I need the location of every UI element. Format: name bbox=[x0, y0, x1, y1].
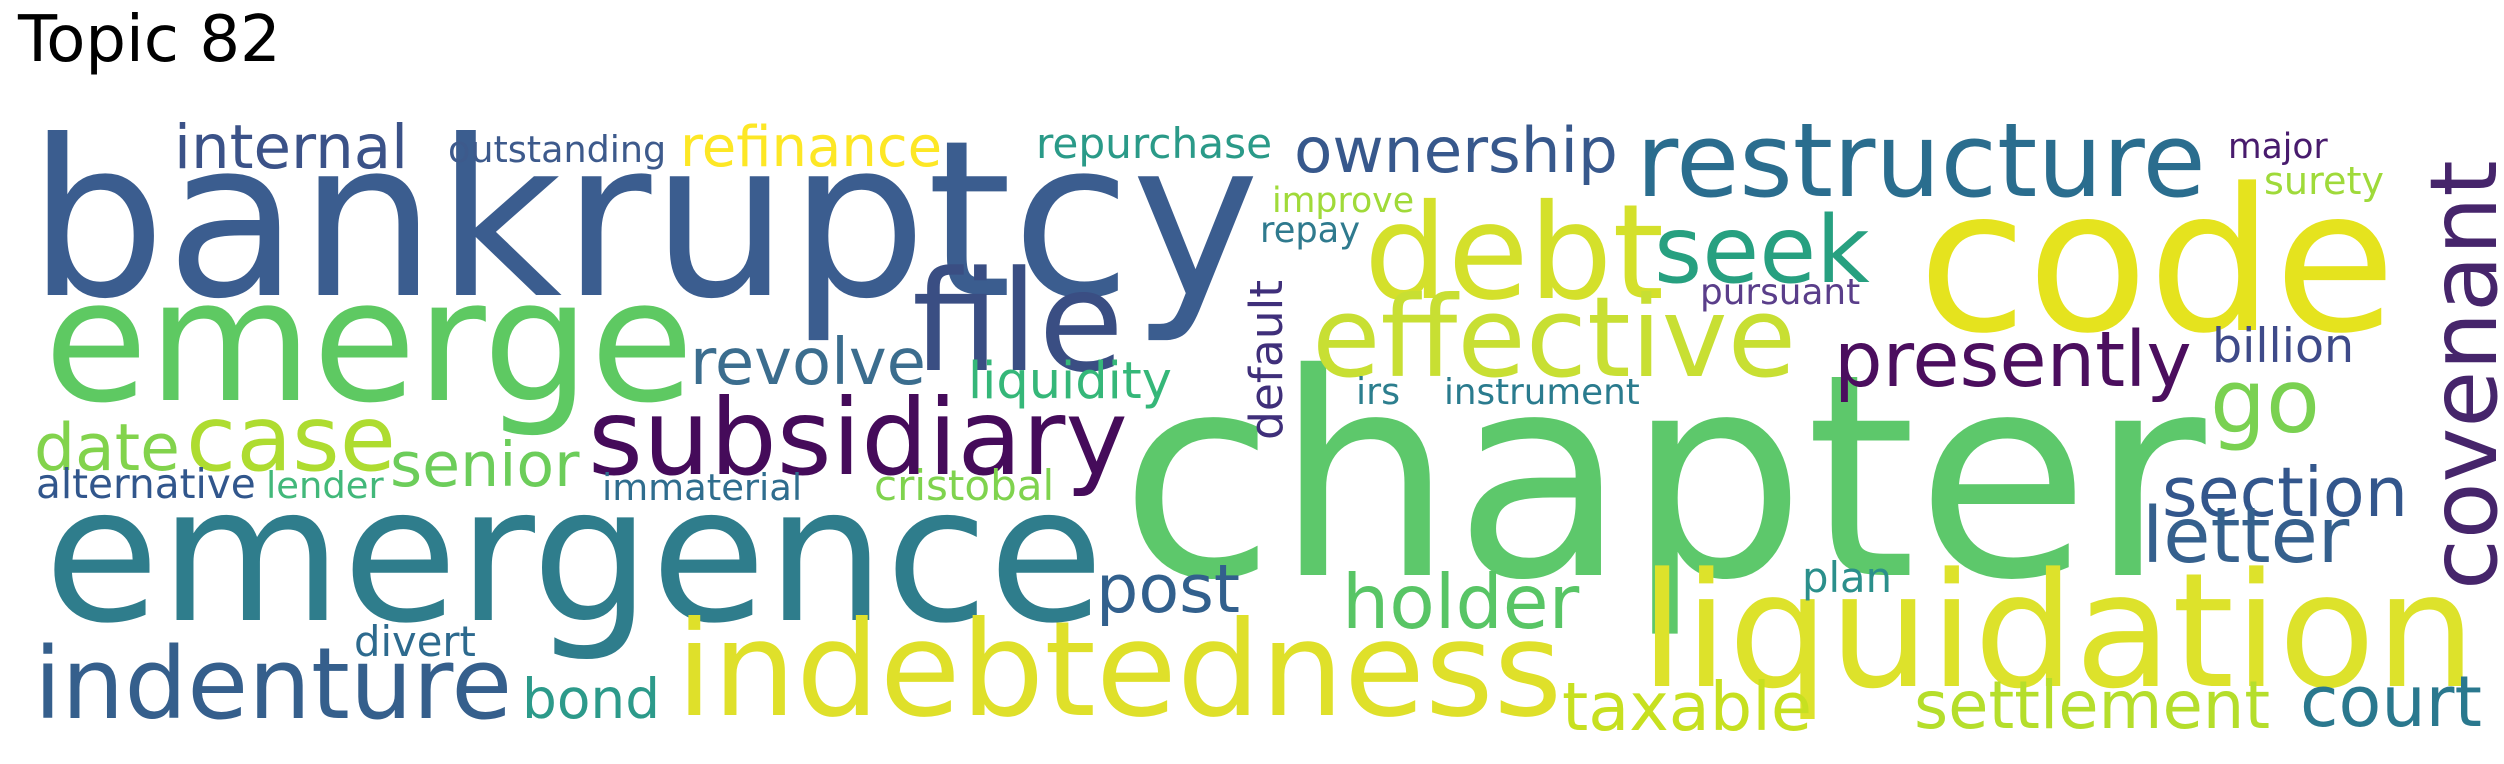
word-liquidation: liquidation bbox=[1640, 540, 2476, 724]
word-outstanding: outstanding bbox=[448, 128, 666, 171]
word-ownership: ownership bbox=[1294, 114, 1618, 187]
word-indenture: indenture bbox=[34, 627, 512, 742]
word-major: major bbox=[2228, 127, 2328, 167]
word-divert: divert bbox=[354, 617, 476, 666]
word-settlement: settlement bbox=[1914, 668, 2270, 744]
word-chapter: chapter bbox=[1120, 313, 2209, 642]
word-court: court bbox=[2300, 661, 2482, 743]
word-surety: surety bbox=[2264, 160, 2384, 204]
word-irs: irs bbox=[1356, 370, 1400, 413]
word-go: go bbox=[2210, 350, 2320, 453]
word-refinance: refinance bbox=[680, 115, 942, 180]
word-bankruptcy: bankruptcy bbox=[28, 94, 1260, 347]
word-presently: presently bbox=[1834, 316, 2192, 405]
word-repay: repay bbox=[1260, 210, 1360, 251]
word-debt: debt bbox=[1364, 177, 1664, 330]
word-case: case bbox=[186, 385, 396, 492]
word-post: post bbox=[1096, 550, 1240, 628]
word-pursuant: pursuant bbox=[1700, 272, 1860, 313]
word-subsidiary: subsidiary bbox=[588, 376, 1128, 499]
word-default: default bbox=[1240, 280, 1293, 440]
word-billion: billion bbox=[2212, 319, 2354, 374]
word-taxable: taxable bbox=[1562, 668, 1812, 746]
word-date: date bbox=[34, 411, 180, 486]
word-repurchase: repurchase bbox=[1036, 119, 1272, 168]
word-emerge: emerge bbox=[44, 243, 694, 440]
word-bond: bond bbox=[522, 667, 660, 731]
word-covenant: covenant bbox=[2410, 160, 2504, 590]
word-seek: seek bbox=[1654, 196, 1870, 304]
word-instrument: instrument bbox=[1444, 372, 1640, 413]
word-senior: senior bbox=[390, 429, 580, 501]
word-plan: plan bbox=[1802, 553, 1892, 602]
word-lender: lender bbox=[266, 464, 384, 507]
word-revolve: revolve bbox=[690, 326, 926, 400]
word-immaterial: immaterial bbox=[602, 466, 802, 509]
word-file: file bbox=[912, 241, 1124, 403]
word-section: section bbox=[2162, 454, 2408, 533]
word-cristobal: cristobal bbox=[874, 461, 1054, 510]
page-title: Topic 82 bbox=[18, 3, 281, 77]
word-code: code bbox=[1918, 146, 2396, 377]
word-effective: effective bbox=[1312, 274, 1796, 403]
word-letter: letter bbox=[2142, 492, 2350, 581]
word-liquidity: liquidity bbox=[968, 352, 1172, 411]
word-emergence: emergence bbox=[44, 447, 1104, 665]
word-restructure: restructure bbox=[1636, 102, 2206, 221]
word-alternative: alternative bbox=[36, 460, 256, 508]
word-indebtedness: indebtedness bbox=[676, 594, 1562, 747]
word-improve: improve bbox=[1272, 181, 1414, 221]
word-holder: holder bbox=[1342, 559, 1580, 646]
word-internal: internal bbox=[174, 112, 408, 183]
